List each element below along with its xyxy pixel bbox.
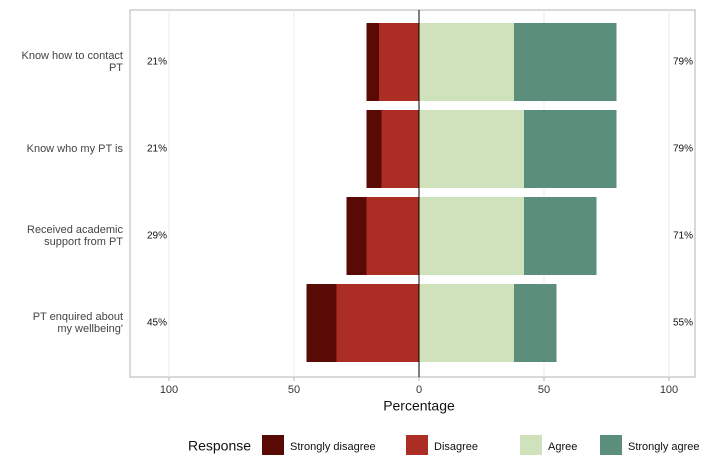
legend-swatch bbox=[406, 435, 428, 455]
bar-segment bbox=[346, 197, 367, 275]
y-tick-label: Received academic support from PT bbox=[27, 224, 123, 248]
x-axis-title: Percentage bbox=[383, 398, 455, 414]
bar-segment bbox=[419, 23, 514, 101]
bar-segment bbox=[514, 284, 557, 362]
bar-segment bbox=[306, 284, 337, 362]
x-tick-label: 100 bbox=[160, 384, 178, 396]
x-tick-label: 0 bbox=[416, 384, 422, 396]
right-total-label: 71% bbox=[673, 231, 693, 242]
bar-segment bbox=[366, 23, 379, 101]
left-total-label: 29% bbox=[147, 231, 167, 242]
legend-title: Response bbox=[188, 438, 251, 454]
legend-label: Disagree bbox=[434, 441, 478, 453]
x-tick-label: 100 bbox=[660, 384, 678, 396]
x-tick-label: 50 bbox=[538, 384, 550, 396]
bar-segment bbox=[379, 23, 419, 101]
bar-segment bbox=[524, 110, 617, 188]
bar-segment bbox=[419, 284, 514, 362]
y-tick-label: PT enquired about my wellbeing' bbox=[32, 311, 123, 335]
legend-swatch bbox=[600, 435, 622, 455]
legend-swatch bbox=[520, 435, 542, 455]
bar-segment bbox=[514, 23, 617, 101]
right-total-label: 79% bbox=[673, 57, 693, 68]
bar-segment bbox=[524, 197, 597, 275]
legend-swatch bbox=[262, 435, 284, 455]
y-tick-label: Know how to contact PT bbox=[21, 50, 123, 74]
legend-label: Strongly disagree bbox=[290, 441, 376, 453]
bar-segment bbox=[381, 110, 419, 188]
left-total-label: 21% bbox=[147, 57, 167, 68]
bar-segment bbox=[366, 110, 382, 188]
bar-segment bbox=[336, 284, 419, 362]
right-total-label: 55% bbox=[673, 318, 693, 329]
y-tick-label: Know who my PT is bbox=[26, 143, 123, 155]
bar-segment bbox=[366, 197, 419, 275]
x-tick-label: 50 bbox=[288, 384, 300, 396]
bar-segment bbox=[419, 197, 524, 275]
bar-segment bbox=[419, 110, 524, 188]
legend-label: Agree bbox=[548, 441, 577, 453]
legend-label: Strongly agree bbox=[628, 441, 700, 453]
right-total-label: 79% bbox=[673, 144, 693, 155]
left-total-label: 45% bbox=[147, 318, 167, 329]
left-total-label: 21% bbox=[147, 144, 167, 155]
